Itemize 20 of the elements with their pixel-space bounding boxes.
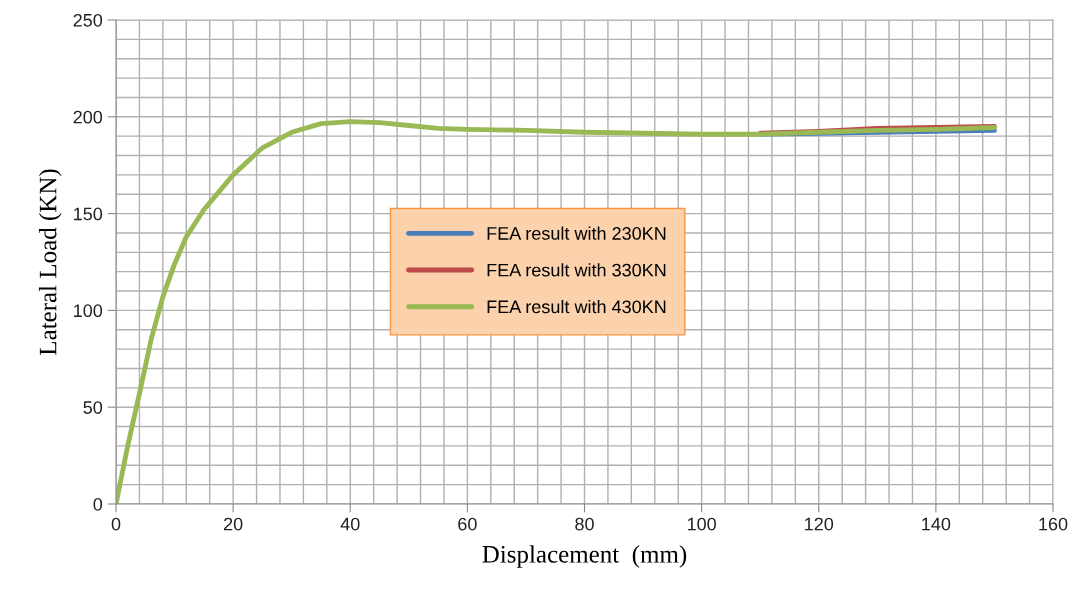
- x-tick-label: 160: [1039, 517, 1068, 531]
- legend-label: FEA result with 330KN: [487, 263, 666, 277]
- y-tick-label: 100: [74, 304, 103, 318]
- y-tick-label: 150: [74, 207, 103, 221]
- y-tick-label: 0: [93, 497, 103, 511]
- y-tick-label: 200: [73, 110, 103, 124]
- x-tick-label: 100: [687, 517, 716, 531]
- x-tick-label: 0: [111, 517, 121, 531]
- x-axis-title: Displacement (mm): [482, 545, 687, 568]
- x-tick-label: 60: [458, 517, 477, 531]
- x-tick-label: 120: [805, 517, 834, 531]
- legend-label: FEA result with 230KN: [487, 226, 666, 240]
- y-tick-label: 50: [83, 401, 103, 414]
- x-tick-label: 40: [340, 517, 360, 531]
- x-tick-label: 20: [223, 517, 243, 531]
- y-axis-title: Lateral Load (KN): [38, 169, 62, 355]
- legend-label: FEA result with 430KN: [487, 299, 666, 314]
- y-tick-label: 250: [73, 13, 103, 27]
- x-tick-label: 140: [922, 517, 951, 531]
- x-tick-label: 80: [575, 517, 594, 531]
